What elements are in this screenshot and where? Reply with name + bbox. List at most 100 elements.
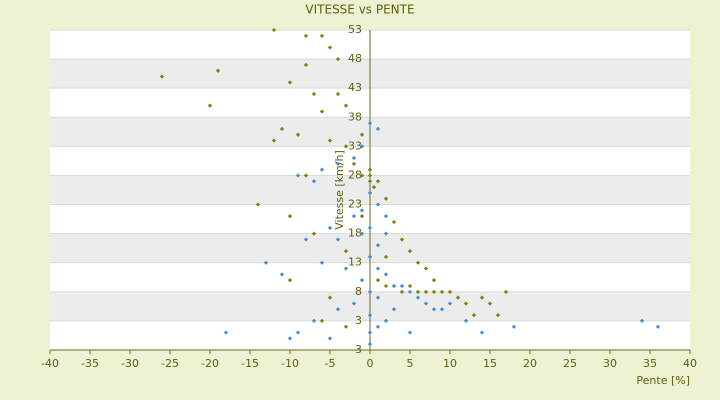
point bbox=[407, 330, 413, 335]
point bbox=[375, 243, 381, 248]
point bbox=[511, 324, 517, 329]
point bbox=[343, 248, 349, 254]
point bbox=[479, 330, 485, 335]
point bbox=[327, 225, 333, 230]
point bbox=[383, 254, 389, 260]
point bbox=[639, 318, 645, 324]
x-tick-label: -30 bbox=[121, 357, 139, 370]
x-axis-title: Pente [%] bbox=[636, 374, 690, 387]
point bbox=[375, 278, 381, 283]
point bbox=[375, 324, 381, 329]
point bbox=[375, 179, 381, 184]
y-tick-label: 13 bbox=[348, 256, 362, 269]
point bbox=[367, 179, 373, 184]
point bbox=[431, 289, 437, 294]
point bbox=[367, 254, 373, 260]
y-tick-label: 38 bbox=[348, 110, 362, 123]
point bbox=[431, 278, 437, 283]
x-tick-label: -5 bbox=[325, 357, 336, 370]
point bbox=[335, 307, 341, 312]
point bbox=[351, 155, 357, 161]
point bbox=[503, 289, 509, 294]
point bbox=[423, 301, 429, 306]
x-tick-label: -10 bbox=[281, 357, 299, 370]
y-tick-label: 53 bbox=[348, 23, 362, 36]
chart-title: VITESSE vs PENTE bbox=[305, 3, 414, 17]
x-tick-label: -35 bbox=[81, 357, 99, 370]
point bbox=[335, 237, 341, 242]
point bbox=[311, 318, 317, 324]
point bbox=[287, 336, 293, 341]
point bbox=[215, 68, 221, 73]
y-tick-label: 28 bbox=[348, 168, 362, 181]
point bbox=[343, 324, 349, 329]
point bbox=[327, 336, 333, 341]
point bbox=[287, 214, 293, 219]
point bbox=[327, 138, 333, 143]
point bbox=[295, 330, 301, 335]
point bbox=[447, 301, 453, 306]
point bbox=[367, 173, 373, 178]
point bbox=[407, 289, 413, 294]
x-tick-label: 10 bbox=[443, 357, 457, 370]
point bbox=[367, 330, 373, 335]
y-tick-label: 43 bbox=[348, 81, 362, 94]
point bbox=[391, 307, 397, 312]
x-tick-label: 25 bbox=[563, 357, 577, 370]
x-tick-label: 30 bbox=[603, 357, 617, 370]
point bbox=[311, 231, 317, 236]
point bbox=[319, 318, 325, 324]
point bbox=[311, 179, 317, 184]
x-tick-label: -25 bbox=[161, 357, 179, 370]
y-tick-label: 18 bbox=[348, 227, 362, 240]
point bbox=[343, 144, 349, 149]
point bbox=[263, 260, 269, 265]
point bbox=[287, 278, 293, 283]
point bbox=[343, 266, 349, 271]
point bbox=[223, 330, 229, 335]
point bbox=[415, 289, 421, 294]
point bbox=[359, 144, 365, 149]
point bbox=[351, 161, 357, 166]
point bbox=[359, 278, 365, 283]
y-tick-label: 33 bbox=[348, 139, 362, 152]
y-tick-label: 23 bbox=[348, 198, 362, 211]
point bbox=[303, 173, 309, 178]
point bbox=[359, 132, 365, 137]
point bbox=[359, 173, 365, 178]
point bbox=[383, 283, 389, 289]
point bbox=[399, 283, 405, 289]
point bbox=[399, 237, 405, 242]
x-tick-label: 40 bbox=[683, 357, 697, 370]
point bbox=[159, 74, 165, 79]
point bbox=[295, 173, 301, 178]
point bbox=[495, 312, 501, 318]
point bbox=[447, 289, 453, 294]
point bbox=[383, 318, 389, 324]
point bbox=[407, 283, 413, 289]
point bbox=[391, 219, 397, 225]
x-tick-label: -15 bbox=[241, 357, 259, 370]
point bbox=[367, 312, 373, 318]
point bbox=[415, 295, 421, 300]
point bbox=[351, 214, 357, 219]
point bbox=[375, 295, 381, 300]
point bbox=[327, 295, 333, 300]
y-tick-label: 3 bbox=[355, 314, 362, 327]
point bbox=[367, 225, 373, 230]
point bbox=[463, 318, 469, 324]
point bbox=[383, 231, 389, 236]
point bbox=[463, 301, 469, 306]
point bbox=[423, 266, 429, 271]
point bbox=[295, 132, 301, 137]
y-axis-title: Vitesse [km/h] bbox=[333, 150, 346, 230]
point bbox=[319, 260, 325, 265]
x-tick-label: 20 bbox=[523, 357, 537, 370]
point bbox=[207, 103, 213, 108]
point bbox=[375, 202, 381, 207]
point bbox=[255, 202, 261, 207]
point bbox=[367, 167, 373, 172]
point bbox=[439, 307, 445, 312]
